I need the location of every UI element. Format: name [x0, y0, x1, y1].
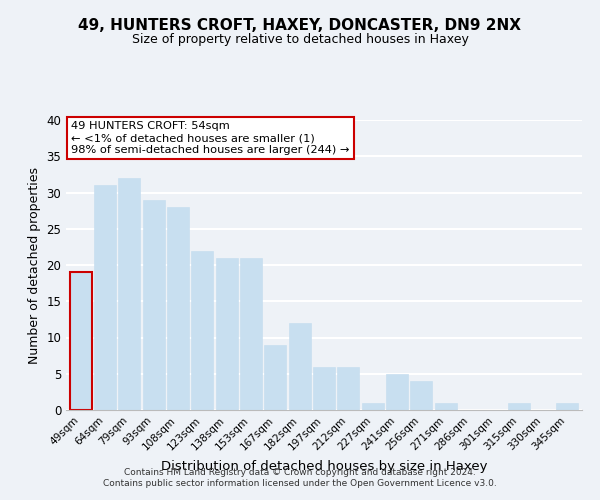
Bar	[191, 250, 213, 410]
Y-axis label: Number of detached properties: Number of detached properties	[28, 166, 41, 364]
Bar	[240, 258, 262, 410]
Bar	[289, 323, 311, 410]
Bar	[435, 403, 457, 410]
Bar	[118, 178, 140, 410]
Bar	[143, 200, 164, 410]
Bar	[70, 272, 92, 410]
Bar	[94, 185, 116, 410]
Text: Size of property relative to detached houses in Haxey: Size of property relative to detached ho…	[131, 32, 469, 46]
Bar	[167, 207, 189, 410]
Bar	[337, 366, 359, 410]
Bar	[265, 345, 286, 410]
Bar	[362, 403, 383, 410]
X-axis label: Distribution of detached houses by size in Haxey: Distribution of detached houses by size …	[161, 460, 487, 473]
Bar	[386, 374, 408, 410]
Bar	[313, 366, 335, 410]
Bar	[215, 258, 238, 410]
Bar	[410, 381, 433, 410]
Bar	[508, 403, 530, 410]
Text: 49 HUNTERS CROFT: 54sqm
← <1% of detached houses are smaller (1)
98% of semi-det: 49 HUNTERS CROFT: 54sqm ← <1% of detache…	[71, 122, 350, 154]
Text: 49, HUNTERS CROFT, HAXEY, DONCASTER, DN9 2NX: 49, HUNTERS CROFT, HAXEY, DONCASTER, DN9…	[79, 18, 521, 32]
Text: Contains HM Land Registry data © Crown copyright and database right 2024.
Contai: Contains HM Land Registry data © Crown c…	[103, 468, 497, 487]
Bar	[556, 403, 578, 410]
